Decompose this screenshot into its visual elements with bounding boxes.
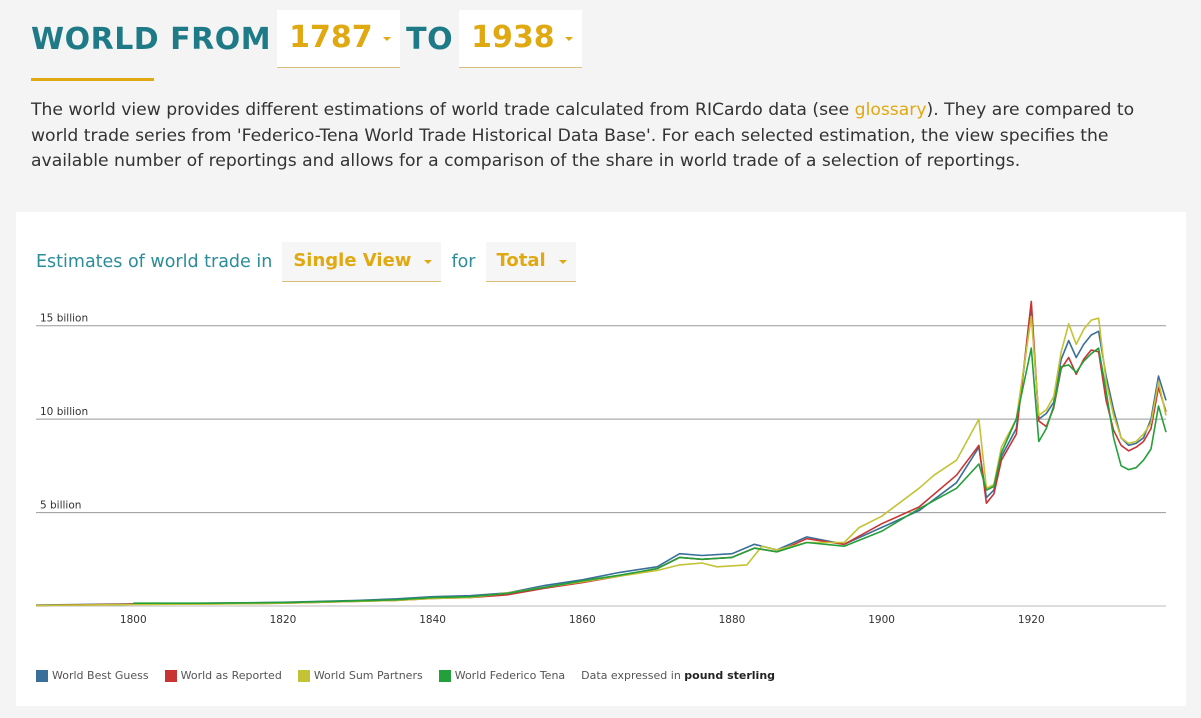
- from-year-value: 1787: [289, 20, 373, 55]
- page-header: WORLD FROM 1787 TO 1938: [31, 10, 588, 68]
- controls-label: Estimates of world trade in: [36, 252, 273, 272]
- y-tick-label: 5 billion: [40, 500, 81, 512]
- y-tick-label: 10 billion: [40, 406, 88, 418]
- legend-swatch: [297, 669, 310, 682]
- x-tick-label: 1820: [270, 614, 297, 626]
- flow-select[interactable]: Total: [485, 242, 576, 282]
- x-tick-label: 1880: [719, 614, 746, 626]
- series-line-world-best-guess: [35, 309, 1167, 606]
- world-trade-chart[interactable]: 5 billion 10 billion 15 billion 1800 1820 184…: [16, 212, 1186, 652]
- legend-items: World Best Guess World as Reported World S…: [36, 669, 581, 682]
- x-tick-label: 1800: [120, 614, 147, 626]
- flow-select-value: Total: [496, 250, 546, 271]
- x-tick-label: 1840: [419, 614, 446, 626]
- legend-label: World Federico Tena: [454, 669, 566, 682]
- legend-item[interactable]: World as Reported: [164, 669, 282, 682]
- chart-card: Estimates of world trade in Single View …: [16, 212, 1186, 706]
- legend-label: World Best Guess: [52, 669, 149, 682]
- legend-item[interactable]: World Best Guess: [36, 669, 149, 682]
- controls-for-label: for: [451, 252, 476, 272]
- intro-text-before: The world view provides different estima…: [31, 100, 855, 120]
- legend-note-prefix: Data expressed in: [581, 669, 681, 682]
- legend-label: World as Reported: [180, 669, 282, 682]
- series-line-world-sum-partners: [35, 315, 1167, 607]
- y-tick-label: 15 billion: [40, 313, 88, 325]
- view-select[interactable]: Single View: [282, 242, 442, 282]
- legend-swatch: [164, 669, 177, 682]
- legend-label: World Sum Partners: [313, 669, 423, 682]
- x-tick-label: 1900: [868, 614, 895, 626]
- legend-swatch: [36, 669, 48, 682]
- intro-text-after: ). They are compared to world trade seri…: [31, 100, 1135, 171]
- glossary-link[interactable]: glossary: [854, 100, 927, 120]
- chevron-down-icon: [424, 260, 433, 264]
- x-tick-label: 1860: [569, 614, 596, 626]
- to-year-select[interactable]: 1938: [459, 10, 583, 68]
- header-prefix: WORLD FROM: [31, 21, 272, 57]
- chevron-down-icon: [383, 37, 392, 41]
- x-tick-label: 1920: [1018, 614, 1045, 626]
- header-underline: [31, 78, 154, 81]
- from-year-select[interactable]: 1787: [277, 10, 401, 68]
- chart-legend: World Best Guess World as Reported World S…: [36, 669, 775, 682]
- view-select-value: Single View: [293, 250, 412, 271]
- chart-controls: Estimates of world trade in Single View …: [36, 242, 582, 282]
- legend-item[interactable]: World Federico Tena: [438, 669, 566, 682]
- series-line-world-federico-tena: [133, 347, 1167, 604]
- legend-note: Data expressed in pound sterling: [581, 669, 775, 682]
- to-year-value: 1938: [471, 20, 555, 55]
- intro-paragraph: The world view provides different estima…: [31, 98, 1171, 175]
- chevron-down-icon: [558, 260, 567, 264]
- header-middle: TO: [406, 21, 454, 57]
- legend-note-unit: pound sterling: [684, 669, 776, 682]
- series-line-world-as-reported: [35, 300, 1167, 607]
- chevron-down-icon: [565, 37, 574, 41]
- legend-item[interactable]: World Sum Partners: [297, 669, 423, 682]
- legend-swatch: [438, 669, 451, 682]
